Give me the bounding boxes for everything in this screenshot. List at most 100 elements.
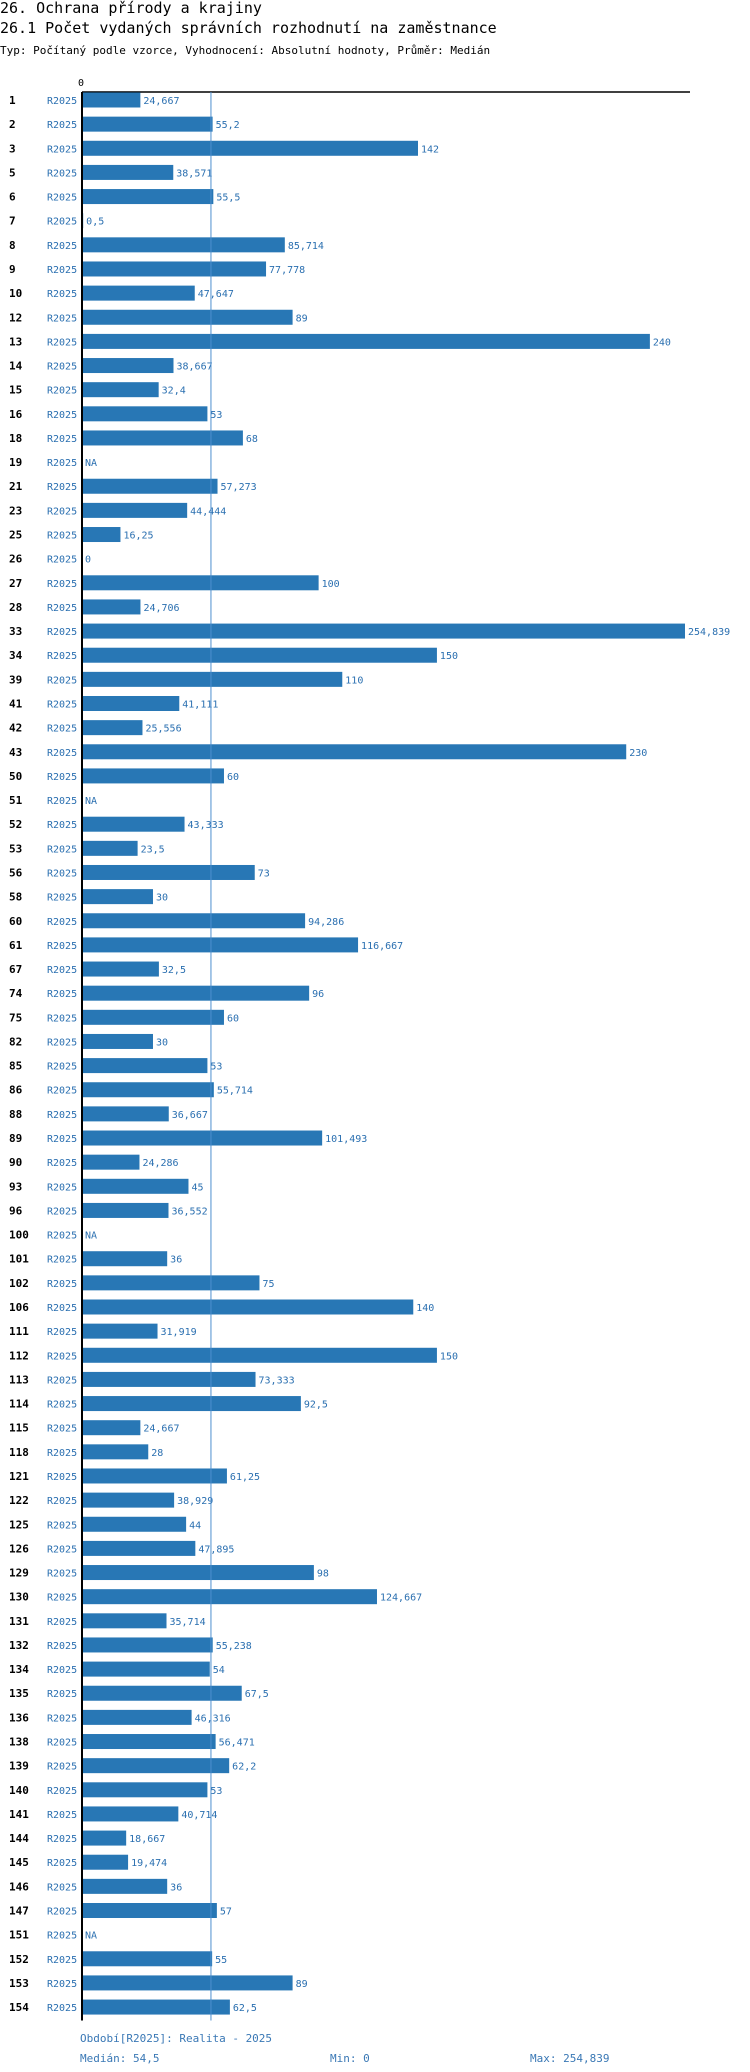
bar <box>82 696 180 711</box>
bar <box>82 768 224 784</box>
bar-value-label: 142 <box>421 144 439 155</box>
bar <box>82 1033 153 1049</box>
bar-value-label: 62,5 <box>233 2003 257 2014</box>
bar <box>82 599 141 615</box>
bar-value-label: 75 <box>262 1279 274 1290</box>
bar-value-label: 30 <box>156 1037 168 1048</box>
row-id-label: 13 <box>9 335 22 348</box>
bar <box>82 961 159 977</box>
row-id-label: 139 <box>9 1760 29 1773</box>
row-period-label: R2025 <box>47 1858 77 1869</box>
bar <box>82 1202 169 1218</box>
bar <box>82 1082 214 1098</box>
row-id-label: 115 <box>9 1422 29 1435</box>
row-period-label: R2025 <box>47 96 77 107</box>
row-period-label: R2025 <box>47 1665 77 1676</box>
bar <box>82 430 243 446</box>
row-id-label: 88 <box>9 1108 22 1121</box>
row-id-label: 147 <box>9 1905 29 1918</box>
bar <box>82 333 650 349</box>
row-period-label: R2025 <box>47 1713 77 1724</box>
bar <box>82 1999 230 2015</box>
row-id-label: 53 <box>9 842 22 855</box>
bar-value-label: 100 <box>322 579 340 590</box>
bar-value-label: 35,714 <box>170 1617 206 1628</box>
bar-value-label: 57 <box>220 1907 232 1918</box>
row-period-label: R2025 <box>47 1037 77 1048</box>
bar <box>82 1420 141 1436</box>
bar <box>82 1058 208 1074</box>
bar <box>82 502 188 518</box>
bar <box>82 1492 175 1508</box>
bar-value-label: 89 <box>296 313 308 324</box>
bar <box>82 1975 293 1991</box>
bar-value-label: 57,273 <box>221 482 257 493</box>
row-period-label: R2025 <box>47 313 77 324</box>
row-id-label: 122 <box>9 1494 29 1507</box>
row-period-label: R2025 <box>47 1569 77 1580</box>
bar-value-label: 55,2 <box>216 120 240 131</box>
bar-value-label: 55,5 <box>216 193 240 204</box>
bar-value-label: 36 <box>170 1255 182 1266</box>
bar <box>82 1396 301 1412</box>
row-id-label: 132 <box>9 1639 29 1652</box>
row-period-label: R2025 <box>47 1448 77 1459</box>
bar-value-label: 0 <box>85 555 91 566</box>
axis-zero-label: 0 <box>78 78 84 89</box>
row-period-label: R2025 <box>47 1351 77 1362</box>
row-id-label: 89 <box>9 1132 22 1145</box>
bar-value-label: 28 <box>151 1448 163 1459</box>
bar <box>82 116 213 132</box>
bar-value-label: 116,667 <box>361 941 403 952</box>
bar-value-label: 60 <box>227 1013 239 1024</box>
bar-value-label: 25,556 <box>145 724 181 735</box>
bar-value-label: 124,667 <box>380 1593 422 1604</box>
bar-value-label: 40,714 <box>181 1810 217 1821</box>
row-period-label: R2025 <box>47 506 77 517</box>
row-period-label: R2025 <box>47 1375 77 1386</box>
bar <box>82 92 141 108</box>
row-period-label: R2025 <box>47 1738 77 1749</box>
bar-value-label: 67,5 <box>245 1689 269 1700</box>
bar <box>82 140 419 156</box>
row-id-label: 90 <box>9 1156 22 1169</box>
bar-value-label: 54 <box>213 1665 225 1676</box>
row-id-label: 23 <box>9 504 22 517</box>
bar-value-label: 89 <box>296 1979 308 1990</box>
row-period-label: R2025 <box>47 651 77 662</box>
row-id-label: 93 <box>9 1180 22 1193</box>
row-period-label: R2025 <box>47 337 77 348</box>
row-period-label: R2025 <box>47 579 77 590</box>
bar-value-label: 56,471 <box>219 1738 255 1749</box>
bar-value-label: NA <box>85 1931 97 1942</box>
row-period-label: R2025 <box>47 627 77 638</box>
page-title: 26. Ochrana přírody a krajiny <box>0 0 262 17</box>
bar <box>82 840 138 856</box>
bar <box>82 720 143 736</box>
row-period-label: R2025 <box>47 772 77 783</box>
row-period-label: R2025 <box>47 362 77 373</box>
bar-value-label: 92,5 <box>304 1400 328 1411</box>
row-id-label: 153 <box>9 1977 29 1990</box>
row-id-label: 112 <box>9 1349 29 1362</box>
row-period-label: R2025 <box>47 965 77 976</box>
bar-value-label: 61,25 <box>230 1472 260 1483</box>
row-period-label: R2025 <box>47 1496 77 1507</box>
bar <box>82 1709 192 1725</box>
chart-type-line: Typ: Počítaný podle vzorce, Vyhodnocení:… <box>0 44 491 57</box>
row-id-label: 1 <box>9 94 16 107</box>
row-id-label: 106 <box>9 1301 29 1314</box>
bar <box>82 1878 168 1894</box>
bar <box>82 889 153 905</box>
row-id-label: 114 <box>9 1398 29 1411</box>
bar-value-label: 254,839 <box>688 627 730 638</box>
row-id-label: 145 <box>9 1856 29 1869</box>
row-id-label: 39 <box>9 673 22 686</box>
row-period-label: R2025 <box>47 1134 77 1145</box>
row-id-label: 27 <box>9 577 22 590</box>
bar <box>82 1758 230 1774</box>
bar <box>82 671 343 687</box>
row-period-label: R2025 <box>47 796 77 807</box>
bar <box>82 1516 187 1532</box>
